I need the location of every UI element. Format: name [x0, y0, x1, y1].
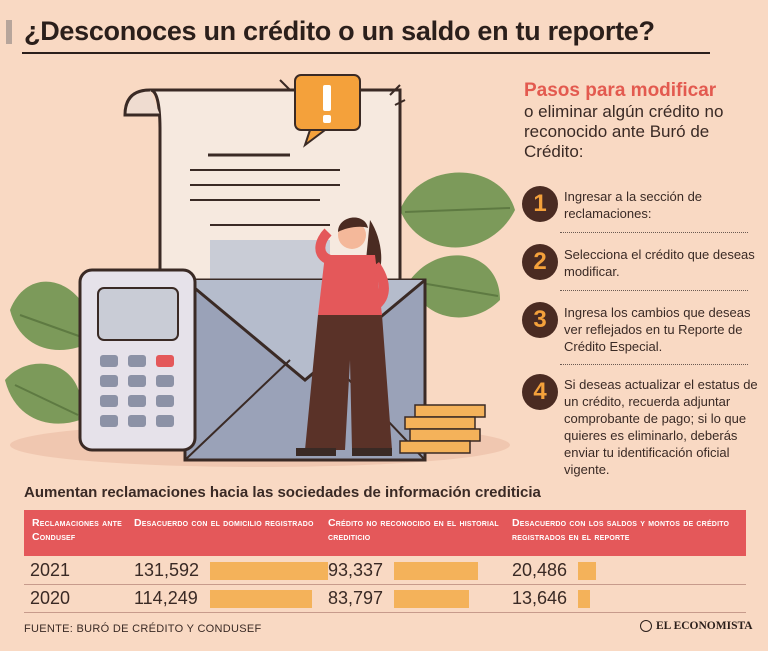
step-4: 4 Si deseas actualizar el estatus de un …: [522, 374, 762, 478]
steps-subtitle: o eliminar algún crédito no reconocido a…: [524, 102, 724, 161]
header-credito-col: Crédito no reconocido en el historial cr…: [328, 517, 499, 543]
illustration: [5, 74, 515, 467]
steps-header: Pasos para modificar o eliminar algún cr…: [524, 80, 764, 162]
title-underline: [22, 52, 710, 54]
header-year-col: Reclamaciones ante Condusef: [32, 517, 122, 543]
step-number-badge: 2: [522, 244, 558, 280]
bar-domicilio: [210, 590, 312, 608]
row-year: 2020: [30, 588, 71, 608]
header-saldos-col: Desacuerdo con los saldos y montos de cr…: [512, 517, 730, 543]
value-credito: 83,797: [328, 588, 384, 608]
steps-title: Pasos para modificar: [524, 80, 717, 101]
woman-figure-icon: [296, 217, 392, 456]
page-title: ¿Desconoces un crédito o un saldo en tu …: [24, 16, 655, 46]
row-divider: [24, 612, 746, 613]
header-domicilio-col: Desacuerdo con el domicilio registrado: [134, 517, 314, 529]
step-divider: [560, 232, 748, 233]
row-divider: [24, 584, 746, 585]
table-row: 2020 114,249 83,797 13,646: [24, 584, 746, 614]
brand-name: EL ECONOMISTA: [656, 620, 753, 632]
step-text: Ingresa los cambios que deseas ver refle…: [564, 305, 751, 354]
step-number-badge: 1: [522, 186, 558, 222]
source-note: FUENTE: BURÓ DE CRÉDITO Y CONDUSEF: [24, 623, 262, 635]
step-number-badge: 4: [522, 374, 558, 410]
value-saldos: 20,486: [512, 560, 568, 580]
bar-saldos: [578, 590, 590, 608]
step-2: 2 Selecciona el crédito que deseas modif…: [522, 244, 762, 280]
table-title: Aumentan reclamaciones hacia las socieda…: [24, 484, 541, 501]
bar-credito: [394, 562, 478, 580]
step-text: Selecciona el crédito que deseas modific…: [564, 247, 755, 279]
bar-credito: [394, 590, 469, 608]
value-credito: 93,337: [328, 560, 384, 580]
step-text: Si deseas actualizar el estatus de un cr…: [564, 377, 758, 477]
step-divider: [560, 364, 748, 365]
right-plant-icon: [400, 172, 515, 318]
step-1: 1 Ingresar a la sección de reclamaciones…: [522, 186, 762, 222]
row-year: 2021: [30, 560, 71, 580]
value-domicilio: 114,249: [134, 588, 198, 608]
brand-logo: EL ECONOMISTA: [640, 620, 753, 632]
brand-circle-icon: [640, 620, 652, 632]
bar-domicilio: [210, 562, 328, 580]
step-3: 3 Ingresa los cambios que deseas ver ref…: [522, 302, 762, 355]
step-divider: [560, 290, 748, 291]
table-row: 2021 131,592 93,337 20,486: [24, 556, 746, 586]
left-plant-icon: [5, 281, 95, 424]
step-number-badge: 3: [522, 302, 558, 338]
alert-bubble-icon: [279, 74, 406, 148]
bar-saldos: [578, 562, 596, 580]
coins-icon: [399, 404, 486, 454]
title-accent-bar: [6, 20, 12, 44]
calculator-icon: [78, 268, 197, 452]
value-saldos: 13,646: [512, 588, 568, 608]
table-header: Reclamaciones ante Condusef Desacuerdo c…: [24, 510, 746, 556]
value-domicilio: 131,592: [134, 560, 200, 580]
step-text: Ingresar a la sección de reclamaciones:: [564, 189, 703, 221]
